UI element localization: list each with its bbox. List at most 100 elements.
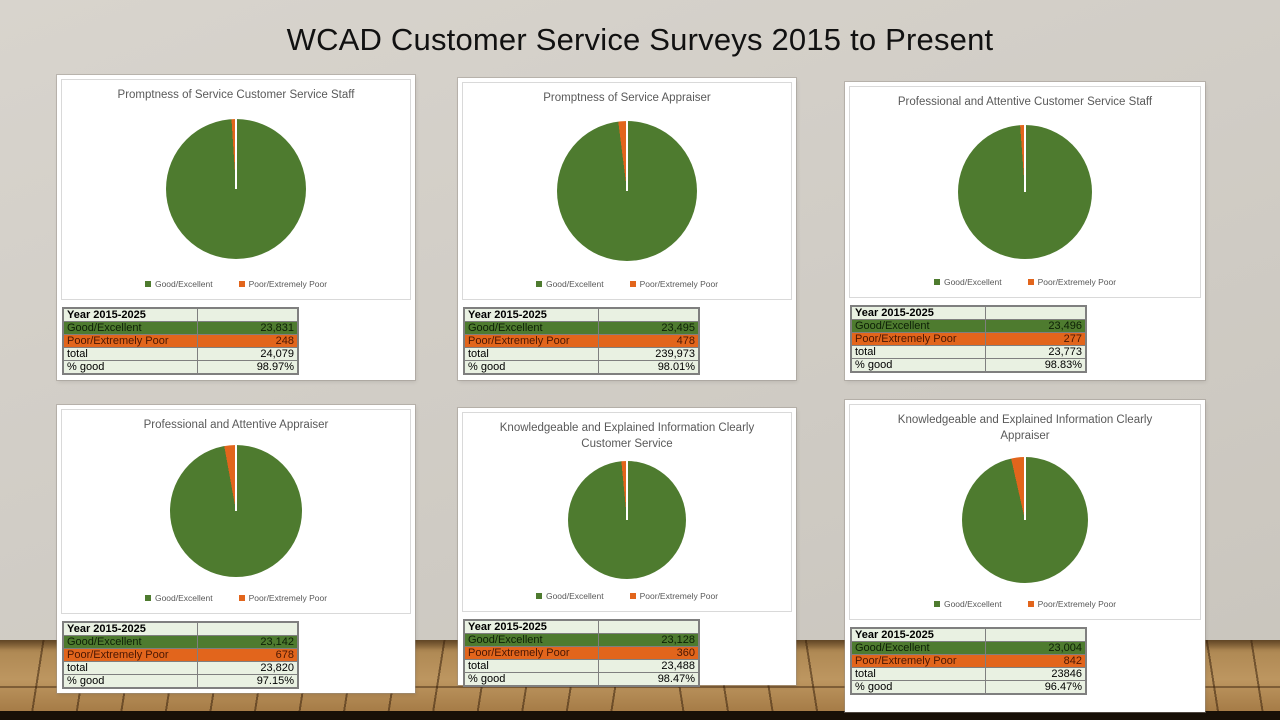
legend-good-swatch-icon: [933, 278, 940, 285]
table-cell: total: [62, 661, 198, 675]
chart-card-knowledgeable-appraiser: Knowledgeable and Explained Information …: [845, 400, 1205, 712]
table-cell: total: [850, 667, 986, 681]
table-row: total 23,773: [850, 345, 1087, 359]
table-cell: % good: [62, 674, 198, 689]
table-cell: Year 2015-2025: [463, 619, 599, 634]
legend-poor-swatch-icon: [238, 594, 245, 601]
table-cell: Year 2015-2025: [463, 307, 599, 322]
pie-chart: [557, 120, 697, 261]
table-row: Year 2015-2025: [850, 305, 1087, 320]
table-cell: total: [62, 347, 198, 361]
legend-poor-swatch-icon: [238, 280, 245, 287]
table-cell: % good: [850, 358, 986, 373]
table-cell: 842: [985, 654, 1087, 668]
table-row: total 23,488: [463, 659, 700, 673]
legend-poor-swatch-icon: [629, 593, 636, 599]
summary-table: Year 2015-2025 Good/Excellent 23,831 Poor…: [62, 307, 299, 375]
table-cell: Poor/Extremely Poor: [463, 334, 599, 348]
legend-good-swatch-icon: [535, 280, 542, 287]
chart-card-professional-appraiser: Professional and Attentive Appraiser Goo…: [57, 405, 415, 693]
table-cell: 678: [197, 648, 299, 662]
pie-chart: [166, 119, 306, 260]
legend-poor-swatch-icon: [629, 280, 636, 287]
slide-title: WCAD Customer Service Surveys 2015 to Pr…: [286, 22, 994, 57]
table-row: total 23,820: [62, 661, 299, 675]
table-row: % good 98.47%: [463, 672, 700, 687]
legend-poor-label: Poor/Extremely Poor: [1037, 599, 1117, 609]
chart-legend: Good/Excellent Poor/Extremely Poor: [933, 277, 1116, 287]
pie-chart-panel: Professional and Attentive Customer Serv…: [849, 86, 1201, 298]
chart-card-promptness-appraiser: Promptness of Service Appraiser Good/Exc…: [458, 78, 796, 380]
table-row: % good 97.15%: [62, 674, 299, 689]
table-row: Poor/Extremely Poor 478: [463, 334, 700, 348]
table-cell: % good: [850, 680, 986, 695]
table-cell: % good: [62, 360, 198, 375]
table-cell: Year 2015-2025: [850, 305, 986, 320]
chart-legend: Good/Excellent Poor/Extremely Poor: [535, 591, 719, 601]
table-cell: 98.83%: [985, 358, 1087, 373]
legend-poor-label: Poor/Extremely Poor: [639, 591, 719, 601]
chart-legend: Good/Excellent Poor/Extremely Poor: [535, 278, 719, 289]
legend-good-swatch-icon: [933, 601, 940, 607]
table-cell: Year 2015-2025: [62, 621, 198, 636]
table-row: total 239,973: [463, 347, 700, 361]
pie-chart-panel: Knowledgeable and Explained Information …: [849, 404, 1201, 620]
table-cell: Poor/Extremely Poor: [62, 334, 198, 348]
table-cell: 23,128: [598, 633, 700, 647]
table-cell: Poor/Extremely Poor: [850, 654, 986, 668]
table-cell: 23,496: [985, 319, 1087, 333]
table-cell: 23,831: [197, 321, 299, 335]
chart-card-promptness-customer-service: Promptness of Service Customer Service S…: [57, 75, 415, 380]
chart-legend: Good/Excellent Poor/Extremely Poor: [933, 599, 1117, 609]
legend-poor-label: Poor/Extremely Poor: [248, 278, 328, 289]
summary-table: Year 2015-2025 Good/Excellent 23,142 Poor…: [62, 621, 299, 689]
legend-poor-label: Poor/Extremely Poor: [639, 278, 719, 289]
legend-good-label: Good/Excellent: [545, 278, 604, 289]
table-cell: 98.47%: [598, 672, 700, 687]
table-row: Poor/Extremely Poor 678: [62, 648, 299, 662]
table-row: Good/Excellent 23,495: [463, 321, 700, 335]
floor-bottom-dark-strip: [0, 711, 1280, 720]
table-cell: Poor/Extremely Poor: [850, 332, 986, 346]
table-cell: 23,142: [197, 635, 299, 649]
table-row: total 24,079: [62, 347, 299, 361]
table-cell: Good/Excellent: [463, 633, 599, 647]
chart-legend: Good/Excellent Poor/Extremely Poor: [144, 592, 328, 603]
table-cell: 23,773: [985, 345, 1087, 359]
table-cell: 360: [598, 646, 700, 660]
table-cell: 23,488: [598, 659, 700, 673]
legend-good-swatch-icon: [144, 594, 151, 601]
table-cell: % good: [463, 360, 599, 375]
table-cell: Good/Excellent: [850, 641, 986, 655]
table-row: Poor/Extremely Poor 248: [62, 334, 299, 348]
pie-chart: [170, 445, 302, 578]
pie-chart: [958, 124, 1092, 259]
pie-chart-panel: Professional and Attentive Appraiser Goo…: [61, 409, 411, 614]
table-cell: 98.01%: [598, 360, 700, 375]
table-cell: 23,004: [985, 641, 1087, 655]
legend-good-label: Good/Excellent: [545, 591, 604, 601]
chart-title: Professional and Attentive Customer Serv…: [897, 96, 1153, 108]
chart-title: Knowledgeable and Explained Information …: [499, 422, 755, 450]
table-cell: total: [850, 345, 986, 359]
table-cell: Poor/Extremely Poor: [62, 648, 198, 662]
table-row: Year 2015-2025: [62, 307, 299, 322]
table-cell: Year 2015-2025: [62, 307, 198, 322]
table-row: % good 98.83%: [850, 358, 1087, 373]
table-row: Year 2015-2025: [850, 627, 1087, 642]
legend-good-label: Good/Excellent: [154, 592, 213, 603]
table-row: Good/Excellent 23,142: [62, 635, 299, 649]
legend-poor-swatch-icon: [1027, 601, 1034, 607]
table-row: Poor/Extremely Poor 360: [463, 646, 700, 660]
table-row: Good/Excellent 23,831: [62, 321, 299, 335]
table-cell: Good/Excellent: [62, 635, 198, 649]
legend-good-label: Good/Excellent: [943, 599, 1002, 609]
table-cell: [598, 619, 700, 634]
table-cell: 23846: [985, 667, 1087, 681]
pie-chart-panel: Knowledgeable and Explained Information …: [462, 412, 792, 612]
table-row: Year 2015-2025: [463, 307, 700, 322]
table-cell: 97.15%: [197, 674, 299, 689]
legend-good-swatch-icon: [535, 593, 542, 599]
pie-chart-panel: Promptness of Service Appraiser Good/Exc…: [462, 82, 792, 300]
legend-poor-label: Poor/Extremely Poor: [248, 592, 328, 603]
